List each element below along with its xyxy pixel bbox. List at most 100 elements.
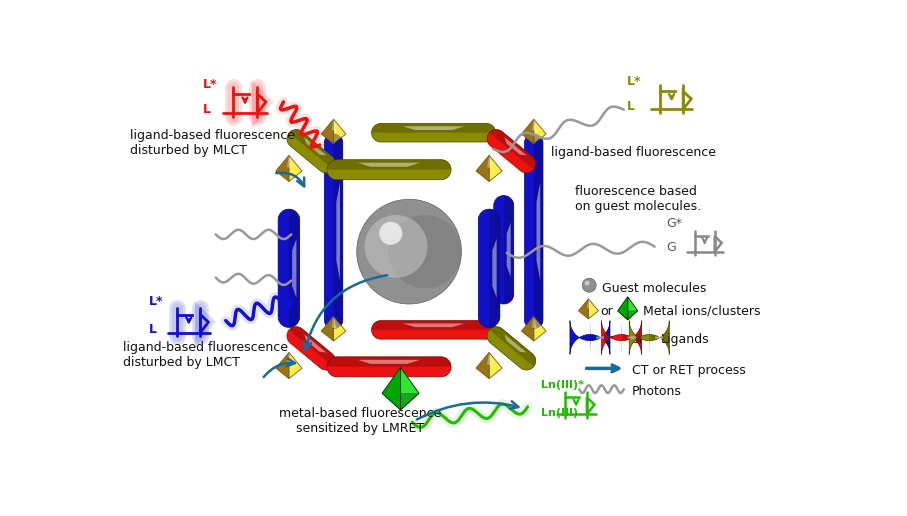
Polygon shape: [358, 163, 420, 167]
Polygon shape: [504, 334, 527, 352]
Polygon shape: [587, 299, 591, 309]
Text: L*: L*: [149, 295, 163, 308]
Polygon shape: [533, 316, 546, 341]
Polygon shape: [579, 299, 589, 319]
Polygon shape: [487, 155, 493, 168]
Polygon shape: [382, 367, 401, 410]
Polygon shape: [487, 327, 536, 370]
Polygon shape: [628, 336, 636, 339]
Polygon shape: [292, 239, 297, 298]
Polygon shape: [537, 183, 541, 280]
Circle shape: [379, 222, 403, 245]
Polygon shape: [327, 160, 451, 180]
Polygon shape: [287, 327, 336, 370]
Polygon shape: [655, 336, 663, 339]
Polygon shape: [401, 367, 419, 410]
Polygon shape: [289, 352, 302, 379]
Polygon shape: [289, 155, 302, 182]
Polygon shape: [522, 119, 533, 144]
Polygon shape: [289, 327, 336, 366]
Text: L: L: [149, 323, 157, 336]
Polygon shape: [621, 320, 641, 354]
Polygon shape: [476, 155, 489, 182]
Polygon shape: [570, 320, 610, 354]
Polygon shape: [533, 134, 543, 329]
Polygon shape: [327, 357, 451, 377]
Text: G*: G*: [667, 217, 682, 231]
Polygon shape: [590, 320, 610, 354]
Text: L: L: [202, 103, 210, 116]
Text: Ln(III): Ln(III): [541, 408, 578, 418]
Text: fluorescence based
on guest molecules.: fluorescence based on guest molecules.: [575, 185, 701, 213]
Polygon shape: [403, 126, 464, 130]
Polygon shape: [382, 393, 419, 410]
Polygon shape: [629, 320, 669, 354]
Text: ligand-based fluorescence
disturbed by LMCT: ligand-based fluorescence disturbed by L…: [123, 341, 288, 369]
Polygon shape: [372, 123, 496, 142]
Text: L*: L*: [202, 78, 217, 91]
Polygon shape: [327, 160, 451, 170]
Polygon shape: [628, 297, 638, 320]
Polygon shape: [334, 316, 346, 341]
Text: L: L: [627, 100, 635, 112]
Polygon shape: [522, 316, 533, 341]
Polygon shape: [372, 123, 496, 133]
Polygon shape: [403, 324, 464, 327]
Text: Metal ions/clusters: Metal ions/clusters: [643, 305, 761, 318]
Text: ligand-based fluorescence
disturbed by MLCT: ligand-based fluorescence disturbed by M…: [130, 130, 295, 157]
Polygon shape: [358, 360, 420, 364]
Polygon shape: [503, 196, 513, 304]
Text: Ln(III)*: Ln(III)*: [541, 380, 584, 390]
Polygon shape: [321, 119, 334, 144]
Polygon shape: [601, 320, 641, 354]
Text: L*: L*: [627, 75, 641, 88]
Polygon shape: [336, 183, 340, 280]
Polygon shape: [489, 209, 500, 327]
Polygon shape: [524, 134, 543, 329]
Text: metal-based fluorescence
sensitized by LMRET: metal-based fluorescence sensitized by L…: [279, 407, 442, 434]
Text: G: G: [667, 240, 676, 253]
Polygon shape: [649, 320, 669, 354]
Circle shape: [365, 215, 427, 278]
Polygon shape: [372, 320, 496, 339]
Polygon shape: [476, 352, 489, 379]
Polygon shape: [478, 209, 500, 327]
Polygon shape: [487, 352, 493, 365]
Polygon shape: [278, 209, 299, 327]
Polygon shape: [287, 352, 292, 365]
Polygon shape: [589, 299, 599, 319]
Polygon shape: [532, 316, 537, 329]
Polygon shape: [533, 119, 546, 144]
Polygon shape: [618, 311, 638, 320]
Text: CT or RET process: CT or RET process: [631, 364, 746, 377]
Polygon shape: [304, 334, 327, 352]
Polygon shape: [490, 130, 536, 169]
Polygon shape: [596, 336, 604, 339]
Polygon shape: [334, 119, 346, 144]
Polygon shape: [332, 119, 336, 132]
Polygon shape: [289, 130, 336, 169]
Polygon shape: [489, 352, 502, 379]
Polygon shape: [321, 316, 334, 341]
Polygon shape: [304, 137, 327, 155]
Polygon shape: [493, 239, 497, 298]
Polygon shape: [287, 155, 292, 168]
Polygon shape: [372, 320, 496, 330]
Polygon shape: [504, 137, 527, 155]
Polygon shape: [493, 196, 513, 304]
Text: or: or: [600, 305, 613, 318]
Polygon shape: [489, 155, 502, 182]
Text: Photons: Photons: [631, 385, 681, 398]
Polygon shape: [276, 155, 289, 182]
Polygon shape: [287, 130, 336, 173]
Polygon shape: [618, 297, 628, 320]
Text: or: or: [631, 333, 644, 346]
Polygon shape: [490, 327, 536, 366]
Text: or: or: [600, 333, 613, 346]
Text: ligand-based fluorescence: ligand-based fluorescence: [551, 146, 716, 159]
Text: Guest molecules: Guest molecules: [602, 282, 707, 295]
Polygon shape: [532, 119, 537, 132]
Polygon shape: [276, 352, 289, 379]
Circle shape: [585, 281, 590, 285]
Text: Ligands: Ligands: [661, 333, 709, 346]
